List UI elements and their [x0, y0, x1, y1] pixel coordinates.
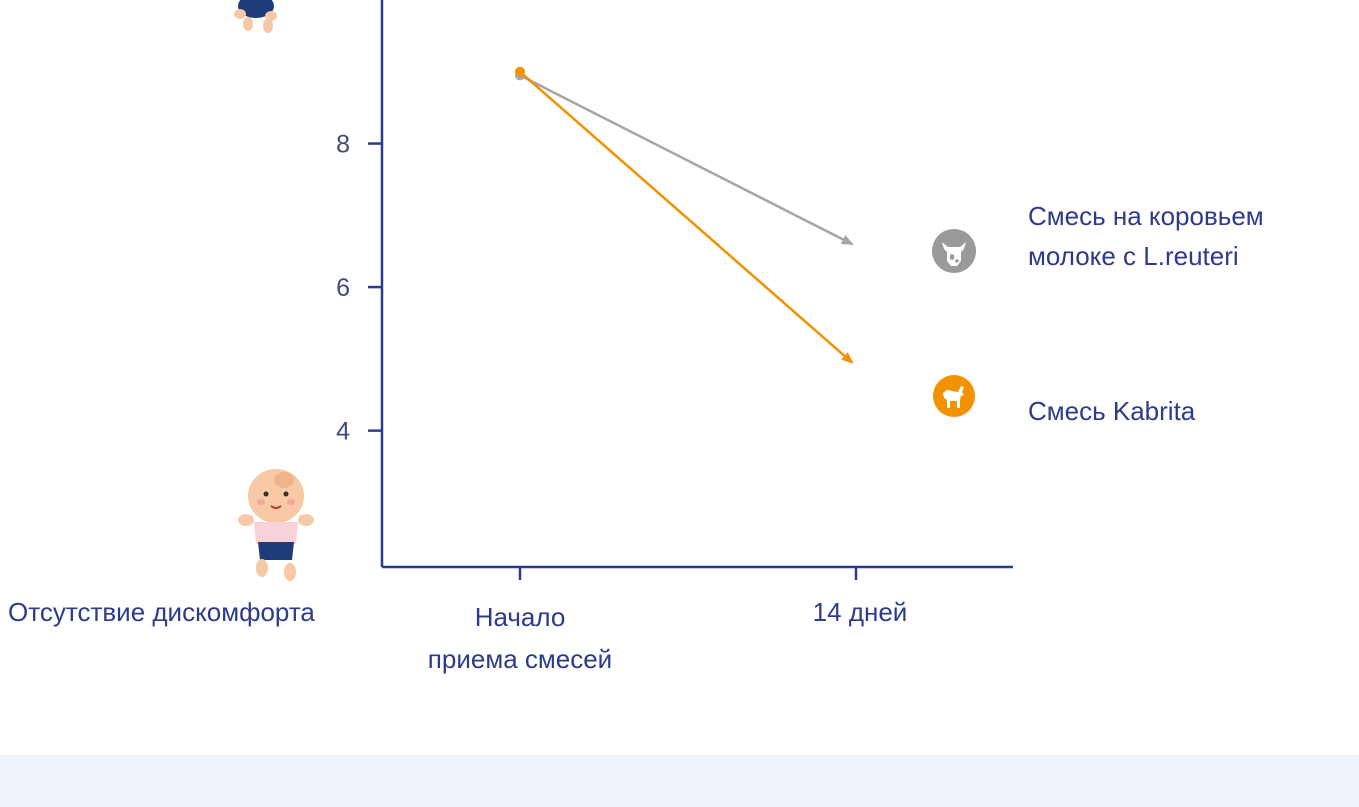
series-layer [515, 66, 854, 364]
y-tick-label: 8 [336, 131, 350, 159]
goat-icon [933, 375, 975, 417]
x-label-end: 14 дней [812, 597, 908, 627]
baby-icon [238, 469, 314, 581]
legend-cow-label: Смесь на коровьем молоке с L.reuteri [1028, 196, 1264, 276]
x-label-start-line1: Начало [474, 602, 566, 632]
x-label-start-line2: приема смесей [427, 644, 613, 674]
series-line-cow [519, 74, 854, 246]
y-bottom-label: Отсутствие дискомфорта [8, 597, 315, 627]
baby-icon [234, 0, 277, 33]
series-line-kabrita [519, 70, 854, 364]
legend-goat-label: Смесь Kabrita [1028, 396, 1196, 426]
y-tick-label: 6 [336, 274, 350, 302]
y-ticks: 4 6 8 [336, 131, 382, 446]
y-tick-label: 4 [336, 418, 350, 446]
x-label-start: Начало приема смесей [410, 596, 630, 680]
legend-cow-line1: Смесь на коровьем [1028, 201, 1264, 231]
cow-icon [932, 229, 976, 273]
bottom-band [0, 755, 1359, 807]
series-point-kabrita-start [515, 66, 525, 77]
x-ticks [518, 567, 858, 580]
legend-cow-line2: молоке с L.reuteri [1028, 241, 1239, 271]
